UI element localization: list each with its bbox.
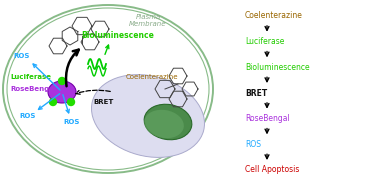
Circle shape xyxy=(59,77,65,84)
Ellipse shape xyxy=(48,81,76,103)
Text: Coelenterazine: Coelenterazine xyxy=(245,11,303,20)
Ellipse shape xyxy=(144,110,184,138)
Text: Plasma
Membrane: Plasma Membrane xyxy=(129,14,167,27)
Circle shape xyxy=(68,98,74,105)
Text: Coelenterazine: Coelenterazine xyxy=(126,74,178,80)
Ellipse shape xyxy=(91,75,204,157)
Text: BRET: BRET xyxy=(245,89,267,98)
Text: Luciferase: Luciferase xyxy=(10,74,51,80)
Text: Luciferase: Luciferase xyxy=(245,37,284,46)
Text: Cell Apoptosis: Cell Apoptosis xyxy=(245,165,299,174)
Circle shape xyxy=(50,98,56,105)
Text: RoseBengal: RoseBengal xyxy=(10,86,56,92)
Text: Bioluminescence: Bioluminescence xyxy=(82,31,155,40)
Text: Bioluminescence: Bioluminescence xyxy=(245,63,310,72)
Text: RoseBengal: RoseBengal xyxy=(245,114,290,123)
Text: ROS: ROS xyxy=(20,113,36,119)
Text: BRET: BRET xyxy=(93,99,113,105)
Ellipse shape xyxy=(144,104,192,140)
Text: ROS: ROS xyxy=(245,140,261,149)
Text: ROS: ROS xyxy=(14,53,30,59)
Text: ROS: ROS xyxy=(64,119,80,125)
